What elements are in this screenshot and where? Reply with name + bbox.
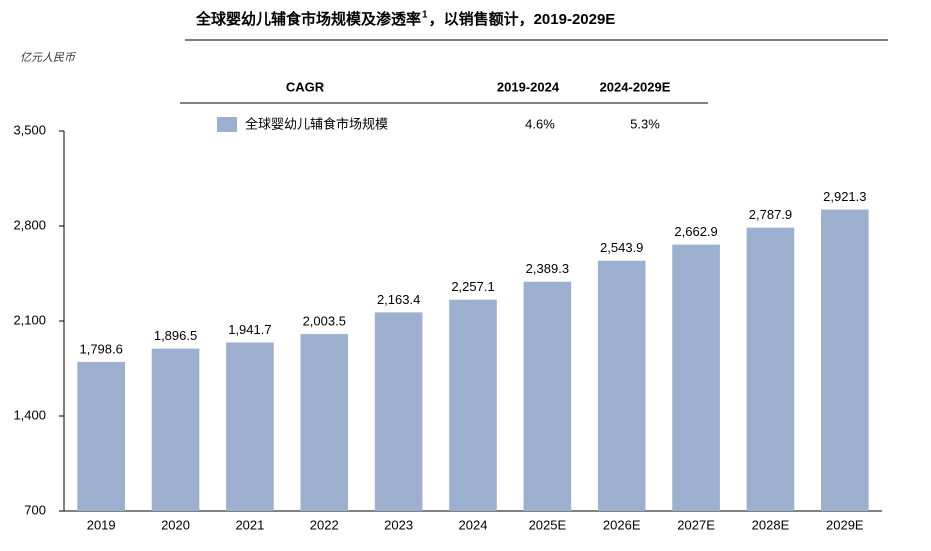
- bar: [672, 244, 720, 511]
- bar: [597, 260, 646, 511]
- y-tick-label: 2,100: [13, 312, 46, 327]
- value-label: 2,662.9: [674, 224, 717, 239]
- cagr-value: 4.6%: [525, 116, 555, 131]
- cagr-header: CAGR: [286, 79, 325, 94]
- y-axis-unit: 亿元人民币: [20, 51, 77, 64]
- bar: [821, 209, 869, 512]
- legend-swatch: [217, 117, 237, 132]
- y-tick-label: 700: [24, 502, 46, 517]
- title-footnote-mark: 1: [422, 10, 428, 21]
- bar: [746, 227, 795, 511]
- legend-label: 全球婴幼儿辅食市场规模: [245, 116, 388, 131]
- y-tick-label: 2,800: [13, 217, 46, 232]
- bar: [449, 299, 497, 511]
- chart-subtitle: ，以销售额计，2019-2029E: [429, 10, 616, 28]
- cagr-period: 2019-2024: [497, 79, 560, 94]
- x-tick-label: 2020: [161, 517, 190, 532]
- x-tick-label: 2023: [384, 517, 413, 532]
- x-tick-label: 2028E: [752, 517, 790, 532]
- x-tick-label: 2027E: [677, 517, 715, 532]
- value-label: 2,003.5: [303, 314, 346, 329]
- x-tick-label: 2024: [459, 517, 488, 532]
- value-label: 1,798.6: [79, 341, 122, 356]
- value-label: 1,941.7: [228, 322, 271, 337]
- bar: [226, 342, 274, 511]
- y-tick-label: 1,400: [13, 407, 46, 422]
- cagr-period: 2024-2029E: [600, 79, 671, 94]
- x-tick-label: 2029E: [826, 517, 864, 532]
- value-label: 2,921.3: [823, 189, 866, 204]
- y-tick-label: 3,500: [13, 122, 46, 137]
- x-tick-label: 2021: [235, 517, 264, 532]
- x-tick-label: 2026E: [603, 517, 641, 532]
- value-label: 2,787.9: [749, 207, 792, 222]
- value-label: 2,389.3: [526, 261, 569, 276]
- value-label: 2,543.9: [600, 240, 643, 255]
- value-label: 2,163.4: [377, 292, 420, 307]
- bar: [300, 334, 349, 511]
- bar: [77, 361, 125, 511]
- cagr-value: 5.3%: [630, 116, 660, 131]
- bar: [374, 312, 423, 511]
- x-tick-label: 2025E: [529, 517, 567, 532]
- bar: [151, 348, 200, 511]
- value-label: 2,257.1: [451, 279, 494, 294]
- x-tick-label: 2022: [310, 517, 339, 532]
- bar: [523, 281, 572, 511]
- chart-title: 全球婴幼儿辅食市场规模及渗透率: [195, 10, 421, 28]
- x-tick-label: 2019: [87, 517, 116, 532]
- value-label: 1,896.5: [154, 328, 197, 343]
